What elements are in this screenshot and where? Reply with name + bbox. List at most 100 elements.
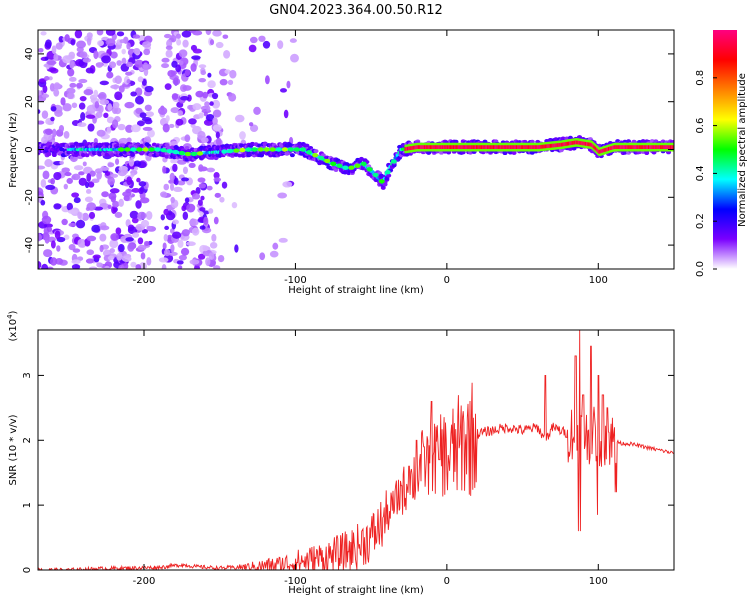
heatmap-cell <box>135 264 142 269</box>
heatmap-cell <box>531 145 534 150</box>
heatmap-cell <box>497 145 500 150</box>
heatmap-cell <box>42 85 48 93</box>
heatmap-cell <box>258 35 266 42</box>
heatmap-cell <box>136 147 143 152</box>
heatmap-cell <box>41 263 49 269</box>
heatmap-cell <box>126 78 131 84</box>
heatmap-cell <box>53 53 59 62</box>
heatmap-cell <box>546 144 549 149</box>
colorbar-tick-label: 0.0 <box>695 261 706 277</box>
heatmap-cell <box>163 249 171 257</box>
heatmap-cell <box>136 120 145 127</box>
heatmap-cell <box>269 147 276 152</box>
heatmap-cell <box>125 71 133 76</box>
heatmap-cell <box>551 143 554 148</box>
heatmap-cell <box>38 233 43 242</box>
heatmap-cell <box>547 144 550 149</box>
heatmap-cell <box>587 142 590 147</box>
heatmap-cell <box>101 55 111 64</box>
heatmap-cell <box>184 157 190 162</box>
heatmap-cell <box>589 142 592 147</box>
snr-panel: -200 -100 0 100 0 1 2 3 Height of straight lin… <box>6 310 675 596</box>
heatmap-cell <box>118 147 125 152</box>
heatmap-cell <box>416 145 419 150</box>
heatmap-cell <box>508 145 511 150</box>
heatmap-cell <box>121 48 126 55</box>
heatmap-cell <box>50 106 57 112</box>
heatmap-cell <box>439 145 442 150</box>
heatmap-cell <box>228 93 237 102</box>
heatmap-cell <box>575 140 578 145</box>
heatmap-cell <box>184 197 190 203</box>
x-tick-label: -200 <box>133 275 156 286</box>
heatmap-cell <box>231 201 238 209</box>
heatmap-cell <box>473 145 476 150</box>
y-tick-label: 40 <box>24 48 35 61</box>
heatmap-cell <box>219 78 228 86</box>
heatmap-cell <box>70 144 76 149</box>
heatmap-cell <box>615 145 618 150</box>
heatmap-cell <box>186 241 196 247</box>
heatmap-cell <box>421 145 424 150</box>
heatmap-cell <box>213 265 221 269</box>
heatmap-cell <box>169 182 175 192</box>
heatmap-cell <box>304 143 310 148</box>
heatmap-cell <box>526 145 529 150</box>
heatmap-cell <box>458 145 461 150</box>
heatmap-cell <box>142 147 149 152</box>
heatmap-cell <box>426 145 429 150</box>
heatmap-cell <box>483 145 486 150</box>
heatmap-cell <box>122 83 132 88</box>
heatmap-cell <box>460 145 463 150</box>
heatmap-cell <box>86 235 97 242</box>
heatmap-cell <box>491 145 494 150</box>
heatmap-cell <box>124 101 135 109</box>
heatmap-cell <box>75 219 86 229</box>
heatmap-cell <box>206 167 216 173</box>
heatmap-cell <box>609 146 612 151</box>
heatmap-cell <box>541 144 544 149</box>
heatmap-cell <box>386 173 392 178</box>
heatmap-cell <box>215 41 224 49</box>
heatmap-cell <box>85 258 94 264</box>
heatmap-cell <box>55 42 63 50</box>
heatmap-cell <box>384 170 391 175</box>
heatmap-cell <box>466 145 469 150</box>
heatmap-cell <box>191 55 201 60</box>
heatmap-cell <box>623 145 626 150</box>
heatmap-cell <box>51 153 57 158</box>
heatmap-cell <box>496 145 499 150</box>
snr-x-ticks: -200 -100 0 100 <box>133 330 608 587</box>
heatmap-cell <box>172 77 181 86</box>
heatmap-cell <box>71 264 81 269</box>
heatmap-cell <box>146 225 153 231</box>
heatmap-cell <box>598 149 601 154</box>
heatmap-cell <box>410 146 413 150</box>
heatmap-cell <box>293 147 300 152</box>
heatmap-cell <box>448 145 451 150</box>
heatmap-cell <box>58 35 64 43</box>
heatmap-cell <box>582 141 585 146</box>
heatmap-cell <box>163 233 168 242</box>
heatmap-cell <box>275 147 282 152</box>
heatmap-cell <box>117 123 126 131</box>
heatmap-cell <box>227 148 234 154</box>
colorbar-gradient <box>713 30 737 269</box>
heatmap-cell <box>471 145 474 150</box>
heatmap-cell <box>105 38 116 47</box>
heatmap-cell <box>186 203 196 213</box>
heatmap-cell <box>76 40 86 49</box>
heatmap-cell <box>138 187 144 195</box>
spectrogram-x-ticks: -200 -100 0 100 <box>133 30 608 286</box>
heatmap-cell <box>519 145 522 150</box>
heatmap-cell <box>137 211 147 220</box>
heatmap-cell <box>603 148 606 153</box>
heatmap-cell <box>107 176 115 186</box>
heatmap-cell <box>366 167 373 172</box>
heatmap-cell <box>630 145 633 150</box>
heatmap-cell <box>518 145 521 150</box>
heatmap-cell <box>670 145 673 150</box>
heatmap-cell <box>192 48 202 54</box>
heatmap-cell <box>108 61 117 69</box>
heatmap-cell <box>172 231 182 239</box>
